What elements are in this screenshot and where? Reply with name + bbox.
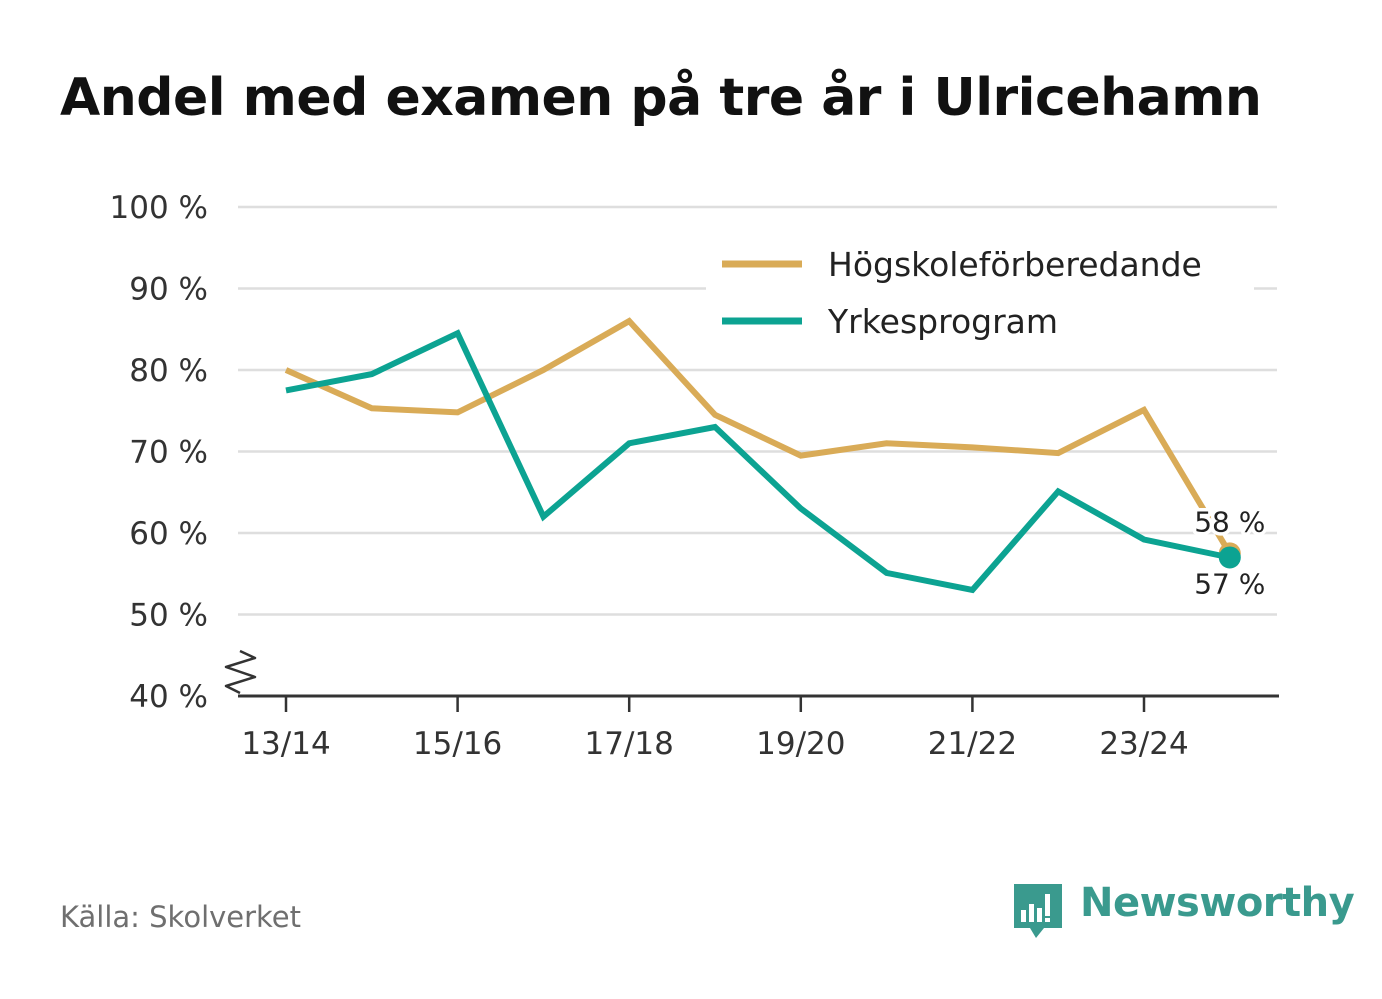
y-tick-label-50: 50 % xyxy=(129,598,208,634)
series-end-label-0: 58 % xyxy=(1194,505,1265,538)
y-axis-break xyxy=(224,649,257,695)
legend: Högskoleförberedande Yrkesprogram xyxy=(706,236,1254,341)
legend-label-1: Yrkesprogram xyxy=(827,302,1058,341)
y-tick-label-70: 70 % xyxy=(129,435,208,471)
x-tick-label-0: 13/14 xyxy=(241,726,330,762)
series-lines xyxy=(284,317,1241,594)
y-tick-label-90: 90 % xyxy=(129,272,208,308)
newsworthy-logo-icon xyxy=(1014,884,1062,938)
y-tick-label-80: 80 % xyxy=(129,353,208,389)
series-end-dot-1 xyxy=(1218,546,1241,569)
y-tick-label-60: 60 % xyxy=(129,516,208,552)
x-axis: 13/14 15/16 17/18 19/20 21/22 23/24 xyxy=(238,694,1279,762)
series-end-label-1: 57 % xyxy=(1194,567,1265,600)
end-labels: 58 % 57 % xyxy=(1191,502,1269,604)
x-tick-label-10: 23/24 xyxy=(1099,726,1188,762)
y-tick-label-100: 100 % xyxy=(110,190,208,226)
newsworthy-logo: Newsworthy xyxy=(1010,878,1355,942)
newsworthy-brand-name: Newsworthy xyxy=(1080,880,1355,926)
chart-title: Andel med examen på tre år i Ulricehamn xyxy=(60,68,1262,128)
series-line-0 xyxy=(284,317,1233,555)
x-tick-label-2: 15/16 xyxy=(413,726,502,762)
grid-lines xyxy=(238,205,1277,616)
y-tick-label-40: 40 % xyxy=(129,679,208,715)
x-tick-label-8: 21/22 xyxy=(928,726,1017,762)
x-tick-label-4: 17/18 xyxy=(585,726,674,762)
legend-label-0: Högskoleförberedande xyxy=(828,245,1202,284)
source-note: Källa: Skolverket xyxy=(60,900,302,934)
series-line-1 xyxy=(285,329,1231,594)
y-axis: 40 % 50 % 60 % 70 % 80 % 90 % 100 % xyxy=(110,190,257,715)
x-tick-label-6: 19/20 xyxy=(756,726,845,762)
